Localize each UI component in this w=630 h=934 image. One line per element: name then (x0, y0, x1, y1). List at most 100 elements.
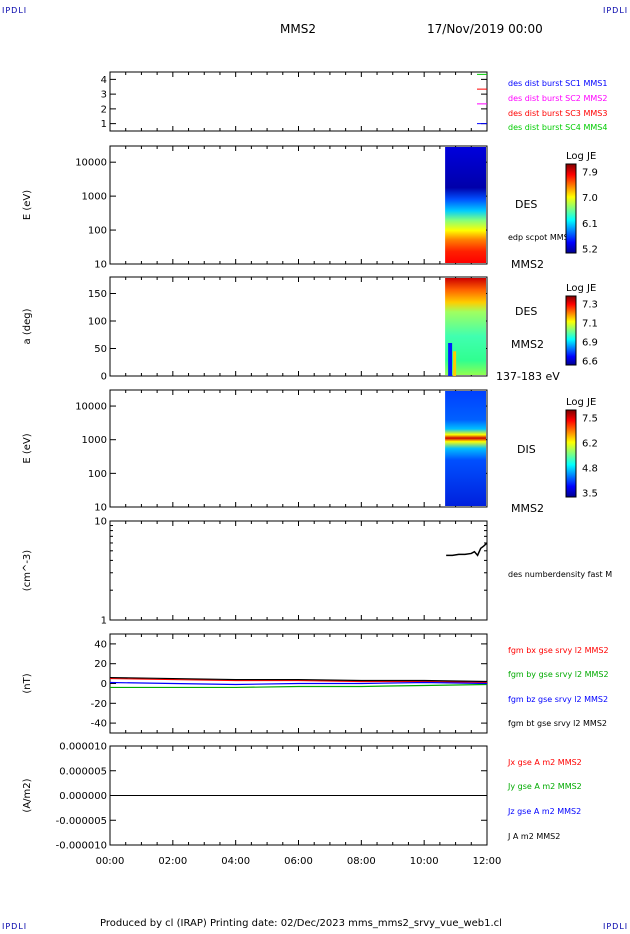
panel-frame-3 (109, 389, 488, 508)
colorbar-1 (565, 295, 577, 366)
b-series-1 (110, 683, 488, 689)
des-label: DES (515, 198, 538, 211)
x-tick-label: 04:00 (221, 856, 250, 867)
panel-frame-0 (109, 71, 488, 132)
legend-bz: fgm bz gse srvy l2 MMS2 (508, 695, 609, 704)
dis-e-y-label: 10 (94, 503, 107, 514)
des-energy-spectrogram (445, 147, 486, 263)
density-line (446, 542, 488, 557)
b-y-label: 20 (94, 659, 107, 670)
ylabel-dis-energy: E (eV) (22, 433, 33, 463)
pitch-blue-stripe (448, 343, 453, 376)
sc-label-3: MMS2 (511, 502, 544, 515)
x-tick-label: 08:00 (347, 856, 376, 867)
sc-y-label: 4 (101, 75, 107, 86)
ylabel-pitch: a (deg) (22, 308, 33, 344)
b-y-label: 0 (101, 679, 107, 690)
des-e-y-label: 1000 (82, 192, 107, 203)
b-series-3 (109, 676, 488, 683)
b-series-2 (109, 681, 488, 686)
x-tick-label: 06:00 (284, 856, 313, 867)
sc-y-label: 3 (101, 90, 107, 101)
legend-sc2: des dist burst SC2 MMS2 (508, 94, 608, 103)
legend-by: fgm by gse srvy l2 MMS2 (508, 670, 609, 679)
colorbar-tick-2: 3.5 (582, 489, 598, 500)
legend-sc4: des dist burst SC4 MMS4 (508, 123, 608, 132)
des-e-y-label: 10 (94, 260, 107, 271)
colorbar-tick-1: 7.1 (582, 319, 598, 330)
j-y-label: 0.000005 (59, 766, 107, 777)
x-tick-label: 10:00 (410, 856, 439, 867)
legend-j: J A m2 MMS2 (508, 832, 561, 841)
dis-e-y-label: 100 (88, 469, 107, 480)
colorbar-title-2: Log JE (566, 397, 596, 408)
colorbar-tick-1: 6.9 (582, 338, 598, 349)
corner-label-top-left: IPDLI (2, 6, 28, 15)
colorbar-2 (565, 409, 577, 498)
corner-label-top-right: IPDLI (603, 6, 629, 15)
legend-jy: Jy gse A m2 MMS2 (508, 782, 582, 791)
ylabel-density: (cm^-3) (22, 550, 33, 591)
colorbar-tick-0: 5.2 (582, 245, 598, 256)
datetime-title: 17/Nov/2019 00:00 (427, 22, 543, 36)
legend-sc1: des dist burst SC1 MMS1 (508, 79, 608, 88)
colorbar-tick-0: 6.1 (582, 219, 598, 230)
sc-label-1: MMS2 (511, 258, 544, 271)
sc-label-2: MMS2 (511, 338, 544, 351)
spacecraft-title: MMS2 (280, 22, 316, 36)
dens-y-label: 10 (94, 517, 107, 528)
legend-density: des numberdensity fast M (508, 570, 613, 579)
des-e-y-label: 100 (88, 226, 107, 237)
panel-frame-1 (109, 145, 488, 265)
colorbar-tick-1: 7.3 (582, 300, 598, 311)
footer-text: Produced by cl (IRAP) Printing date: 02/… (100, 918, 502, 929)
panel-frame-4 (109, 520, 488, 621)
pa-y-label: 0 (101, 372, 107, 383)
legend-jx: Jx gse A m2 MMS2 (508, 758, 582, 767)
dis-e-y-label: 10000 (75, 402, 107, 413)
j-y-label: -0.000005 (56, 816, 107, 827)
sc-y-label: 1 (101, 119, 107, 130)
b-y-label: -40 (91, 719, 107, 730)
sc-y-label: 2 (101, 104, 107, 115)
colorbar-0 (565, 163, 577, 254)
pa-y-label: 150 (88, 289, 107, 300)
colorbar-tick-1: 6.6 (582, 357, 598, 368)
b-y-label: 40 (94, 639, 107, 650)
pa-y-label: 100 (88, 317, 107, 328)
legend-bt: fgm bt gse srvy l2 MMS2 (508, 719, 607, 728)
colorbar-title-0: Log JE (566, 151, 596, 162)
legend-jz: Jz gse A m2 MMS2 (508, 807, 582, 816)
legend-sc3: des dist burst SC3 MMS3 (508, 109, 608, 118)
j-y-label: -0.000010 (56, 841, 107, 852)
x-tick-label: 00:00 (96, 856, 125, 867)
panel-frame-2 (109, 276, 488, 377)
x-tick-label: 12:00 (473, 856, 502, 867)
des-e-y-label: 10000 (75, 158, 107, 169)
ylabel-bfield: (nT) (22, 673, 33, 693)
energy-range-label: 137-183 eV (496, 370, 560, 383)
j-y-label: 0.000010 (59, 742, 107, 753)
corner-label-bottom-right: IPDLI (603, 922, 629, 931)
j-y-label: 0.000000 (59, 791, 107, 802)
colorbar-title-1: Log JE (566, 283, 596, 294)
dis-label: DIS (517, 443, 536, 456)
x-tick-label: 02:00 (158, 856, 187, 867)
corner-label-bottom-left: IPDLI (2, 922, 28, 931)
b-y-label: -20 (91, 699, 107, 710)
edp-label: edp scpot MMS2 (508, 233, 574, 242)
colorbar-tick-2: 4.8 (582, 464, 598, 475)
colorbar-tick-0: 7.9 (582, 168, 598, 179)
dis-energy-spectrogram (445, 391, 486, 506)
b-series-0 (109, 677, 488, 684)
legend-bx: fgm bx gse srvy l2 MMS2 (508, 646, 609, 655)
ylabel-des-energy: E (eV) (22, 190, 33, 220)
pa-y-label: 50 (94, 344, 107, 355)
dis-e-y-label: 1000 (82, 435, 107, 446)
des-label-2: DES (515, 305, 538, 318)
pitch-yellow-stripe (453, 351, 457, 376)
dens-y-label: 1 (101, 616, 107, 627)
colorbar-tick-0: 7.0 (582, 193, 598, 204)
colorbar-tick-2: 7.5 (582, 414, 598, 425)
